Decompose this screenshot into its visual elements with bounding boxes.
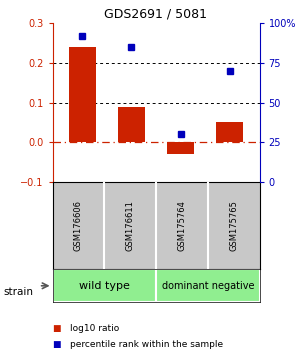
Bar [118, 107, 145, 142]
Bar [216, 122, 244, 142]
Text: GSM176611: GSM176611 [126, 200, 135, 251]
Text: wild type: wild type [79, 281, 130, 291]
Text: GSM176606: GSM176606 [74, 200, 83, 251]
Title: GDS2691 / 5081: GDS2691 / 5081 [104, 7, 208, 21]
Bar [68, 47, 96, 142]
Text: GSM175765: GSM175765 [229, 200, 238, 251]
Text: percentile rank within the sample: percentile rank within the sample [70, 339, 224, 349]
Bar [52, 269, 156, 302]
Text: strain: strain [3, 287, 33, 297]
Bar [167, 142, 194, 154]
Bar [156, 269, 260, 302]
Text: ■: ■ [52, 324, 61, 333]
Text: dominant negative: dominant negative [161, 281, 254, 291]
Text: GSM175764: GSM175764 [177, 200, 186, 251]
Text: log10 ratio: log10 ratio [70, 324, 120, 333]
Text: ■: ■ [52, 339, 61, 349]
